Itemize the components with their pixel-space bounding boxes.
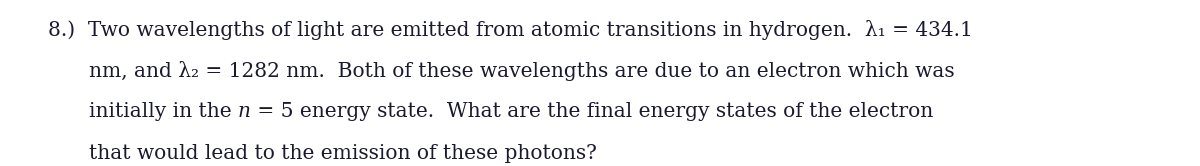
- Text: that would lead to the emission of these photons?: that would lead to the emission of these…: [89, 144, 596, 163]
- Text: initially in the: initially in the: [89, 102, 238, 121]
- Text: 8.)  Two wavelengths of light are emitted from atomic transitions in hydrogen.  : 8.) Two wavelengths of light are emitted…: [48, 20, 973, 40]
- Text: nm, and λ₂ = 1282 nm.  Both of these wavelengths are due to an electron which wa: nm, and λ₂ = 1282 nm. Both of these wave…: [89, 61, 954, 81]
- Text: = 5 energy state.  What are the final energy states of the electron: = 5 energy state. What are the final ene…: [251, 102, 934, 121]
- Text: n: n: [238, 102, 251, 121]
